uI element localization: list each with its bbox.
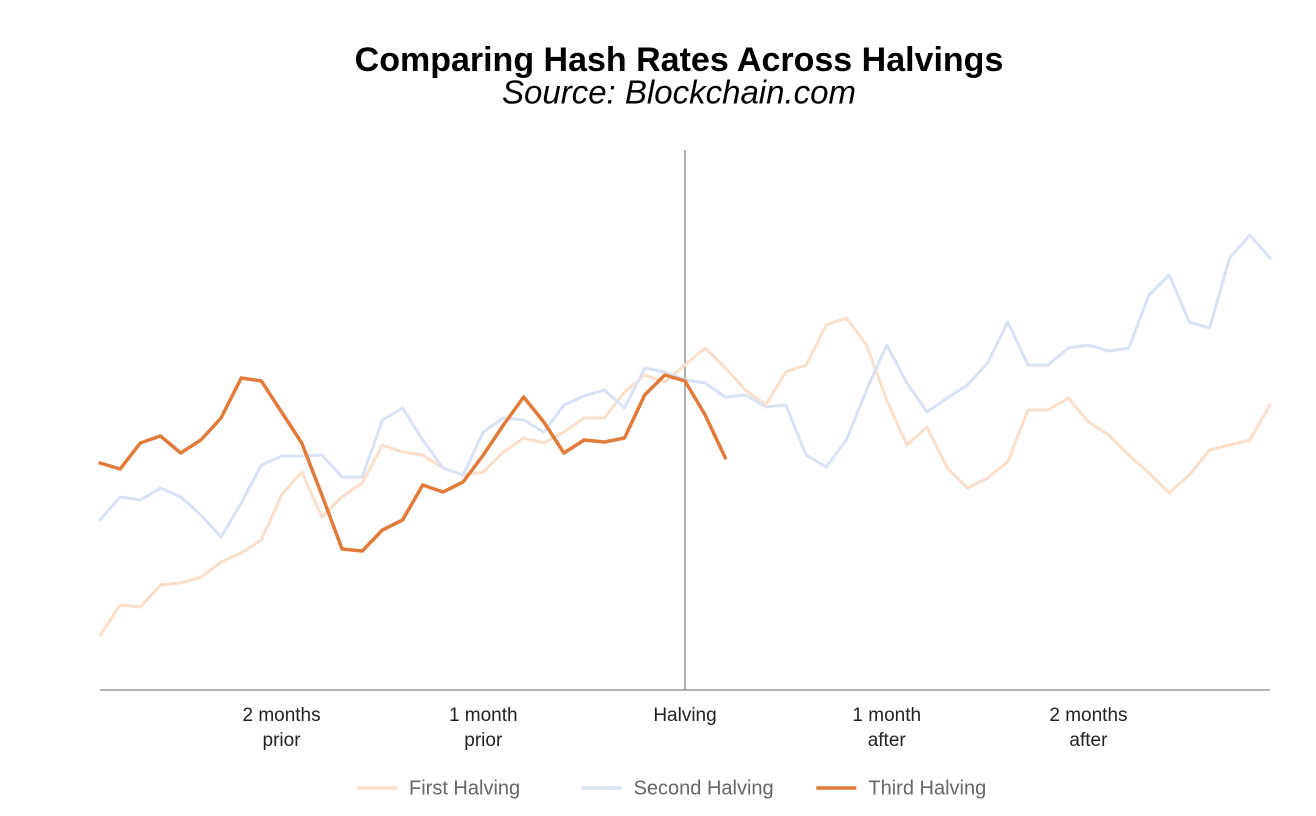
chart-title: Comparing Hash Rates Across Halvings [355, 41, 1004, 79]
x-tick-line: 2 months [242, 705, 320, 726]
series-line [98, 316, 1272, 637]
x-tick-line: prior [464, 730, 503, 751]
x-tick-label: 2 months after [1049, 705, 1127, 751]
x-tick-line: 2 months [1049, 705, 1127, 726]
legend-label: Second Halving [634, 777, 774, 799]
x-tick-label: 1 month after [852, 705, 921, 751]
legend-label: Third Halving [868, 777, 986, 799]
x-tick-label: Halving [653, 705, 716, 726]
chart-subtitle: Source: Blockchain.com [502, 74, 856, 111]
legend-label: First Halving [409, 777, 520, 799]
x-tick-line: 1 month [852, 705, 921, 726]
x-tick-line: after [1069, 730, 1108, 751]
x-tick-line: after [868, 730, 907, 751]
x-tick-label: 1 month prior [449, 705, 518, 751]
x-tick-label: 2 months prior [242, 705, 320, 751]
series-line [98, 373, 728, 553]
x-tick-line: 1 month [449, 705, 518, 726]
x-tick-line: prior [263, 730, 302, 751]
